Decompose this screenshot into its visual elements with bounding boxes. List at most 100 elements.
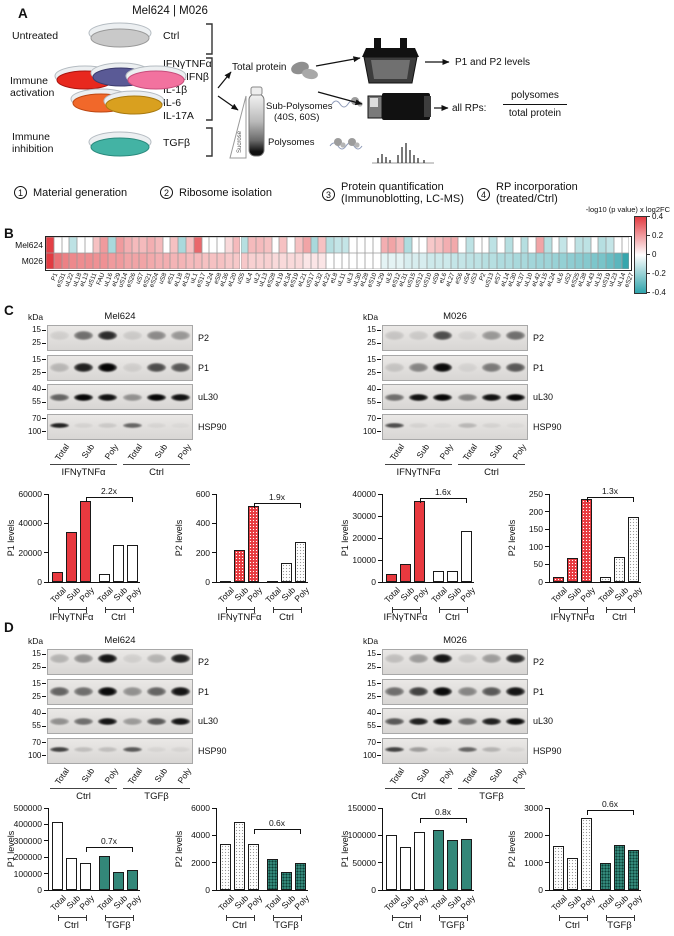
blot-condition-line: [123, 788, 190, 789]
fold-change-label: 0.8x: [434, 806, 452, 817]
heatmap-cell: [489, 253, 498, 269]
heatmap-cell: [271, 253, 280, 269]
heatmap-cell: [442, 237, 451, 253]
kda-marker-tick: [42, 401, 46, 403]
heatmap-cell: [178, 253, 187, 269]
ultracentrifuge-tube: [248, 93, 265, 157]
heatmap-cell: [450, 237, 459, 253]
y-tick-label: 100000: [347, 830, 376, 841]
blot-group: kDa Mel624 15 25 P2 15 25 P1 40 55 uL30 70 100 HSP90 T…: [28, 635, 238, 804]
y-tick-label: 100000: [13, 868, 42, 879]
colorbar-tick-label: 0.2: [652, 230, 664, 240]
blot-protein-label: P2: [198, 657, 210, 667]
kda-axis-label: kDa: [363, 312, 379, 322]
bar: [248, 506, 259, 582]
x-axis-line: [216, 890, 308, 892]
lane-label: Total: [52, 766, 72, 787]
kda-marker-label: 70: [367, 737, 376, 747]
blot-band: [384, 687, 404, 696]
condition-bracket-tick: [438, 606, 440, 613]
condition-bracket-line: [558, 917, 587, 918]
heatmap-cell: [333, 237, 342, 253]
y-tick-label: 20000: [352, 533, 376, 543]
y-tick: [378, 559, 382, 561]
heatmap-cell: [590, 253, 599, 269]
panel-a-title: Mel624 | M026: [132, 5, 208, 17]
blot-strip: [382, 413, 528, 440]
blot-band: [49, 718, 69, 726]
heatmap-cell: [435, 237, 443, 253]
bar: [66, 858, 77, 890]
heatmap-cell: [193, 253, 202, 269]
blot-band: [74, 394, 93, 402]
y-tick: [212, 522, 216, 524]
y-axis-line: [549, 494, 551, 582]
heatmap-cell: [279, 253, 288, 269]
fold-change-bracket: [419, 498, 467, 504]
heatmap-cell: [543, 253, 552, 269]
blot-condition-line: [385, 788, 452, 789]
blot-strip: [382, 384, 528, 410]
lane-label: Poly: [102, 766, 121, 786]
heatmap-cell: [427, 253, 435, 269]
blot-band: [409, 687, 428, 696]
condition-bracket-line: [104, 917, 133, 918]
polysomes-label: Polysomes: [268, 137, 315, 148]
bar: [281, 871, 292, 890]
x-category-label: Poly: [291, 585, 311, 604]
condition-bracket-line: [605, 609, 634, 610]
lane-label: Poly: [102, 442, 121, 462]
arrow-to-mass-spec: [317, 91, 363, 106]
heatmap-cell: [372, 253, 381, 269]
treatment-label: IL-17A: [163, 110, 194, 122]
kda-axis-label: kDa: [28, 312, 44, 322]
kda-marker-label: 25: [32, 691, 41, 701]
western-blot-tank-icon: [362, 38, 419, 84]
heatmap-cell: [528, 253, 537, 269]
heatmap-cell: [147, 253, 155, 269]
blot-band: [506, 331, 526, 341]
blot-strip: [47, 649, 193, 675]
heatmap-cell: [613, 237, 622, 253]
lane-label: Sub: [413, 442, 431, 461]
heatmap-cell: [458, 237, 467, 253]
kda-marker-label: 25: [367, 662, 376, 671]
kda-marker-label: 15: [32, 649, 41, 658]
blot-strip: [47, 737, 193, 764]
kda-marker-tick: [377, 683, 381, 684]
heatmap-cell: [154, 253, 163, 269]
y-tick: [378, 862, 382, 864]
blot-condition-line: [458, 788, 525, 789]
kda-marker-label: 55: [32, 721, 41, 730]
x-category-label: Poly: [244, 893, 264, 912]
fold-change-label: 1.3x: [601, 485, 619, 496]
blot-band: [98, 718, 118, 726]
lane-label: Poly: [510, 766, 529, 786]
condition-bracket-tick: [605, 606, 607, 613]
blot-condition-label: IFNγTNFα: [396, 467, 441, 478]
kda-marker-tick: [377, 329, 381, 331]
blot-band: [457, 718, 477, 726]
fold-change-bracket: [419, 817, 467, 823]
lane-label: Sub: [78, 766, 96, 785]
heatmap-cell: [357, 253, 365, 269]
heatmap-cell: [53, 253, 62, 269]
condition-label: TGFβ: [607, 920, 632, 931]
x-category-label: Poly: [624, 893, 644, 912]
blot-protein-label: uL30: [198, 392, 219, 402]
blot-band: [122, 718, 142, 726]
heatmap-cell: [139, 237, 148, 253]
heatmap-cell: [248, 237, 257, 253]
fold-change-bracket: [586, 496, 634, 502]
lane-label: Poly: [175, 766, 194, 786]
condition-bracket-tick: [633, 606, 635, 613]
condition-bracket-tick: [391, 914, 393, 921]
blot-band: [147, 363, 166, 372]
y-tick: [378, 537, 382, 539]
blot-strip: [382, 354, 528, 381]
heatmap-cell: [61, 237, 70, 253]
heatmap-cell: [551, 253, 560, 269]
blot-band: [409, 654, 428, 664]
blot-protein-label: P1: [533, 686, 545, 697]
heatmap-cell: [46, 253, 54, 269]
